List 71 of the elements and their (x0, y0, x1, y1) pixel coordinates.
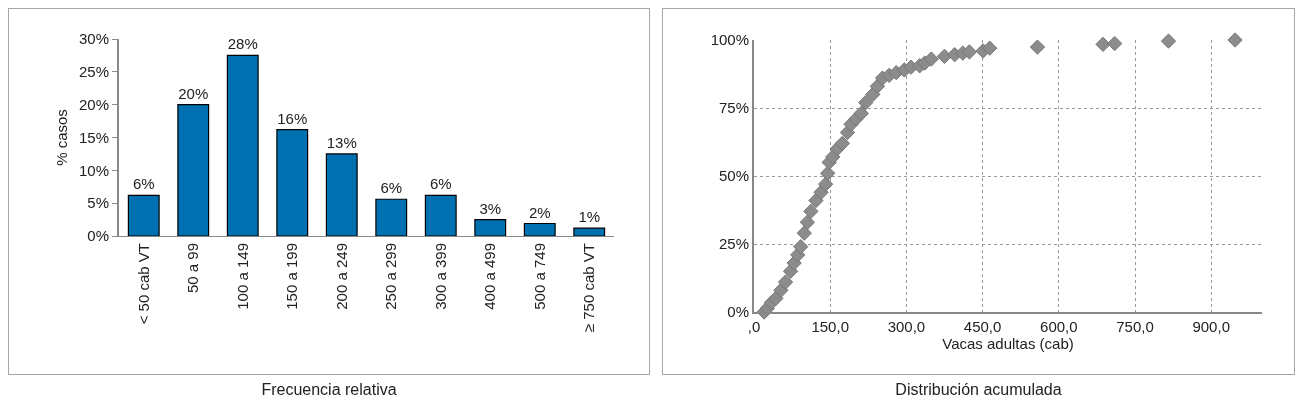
point (1160, 33, 1177, 49)
x-tick-label: 900,0 (1192, 318, 1230, 335)
data-label: 1% (578, 208, 601, 226)
y-tick-label: 0% (727, 303, 749, 321)
bar (127, 194, 160, 236)
data-label: 6% (429, 175, 452, 193)
x-tick-label: 50 a 99 (184, 243, 202, 294)
x-tick-label: 400 a 499 (481, 243, 499, 310)
x-tick-label: 200 a 249 (332, 243, 350, 310)
x-tick-label: 750,0 (1116, 318, 1154, 335)
x-axis-title: Vacas adultas (cab) (942, 335, 1074, 352)
y-tick-label: 30% (78, 30, 109, 48)
bar (424, 194, 457, 236)
y-tick-label: 25% (718, 235, 749, 253)
data-label: 2% (528, 203, 551, 221)
x-tick-label: 600,0 (1040, 318, 1078, 335)
point (858, 94, 874, 111)
point (793, 239, 809, 255)
point (834, 135, 851, 152)
bar (573, 227, 606, 236)
y-tick-label: 20% (78, 95, 109, 113)
x-tick-label: 500 a 749 (530, 243, 548, 310)
point (777, 274, 794, 290)
y-tick-label: 15% (78, 128, 109, 146)
point (1095, 36, 1111, 52)
point (923, 51, 939, 67)
x-tick-label: 300 a 399 (431, 243, 449, 310)
bar (325, 153, 358, 236)
data-label: 6% (132, 175, 155, 193)
point (853, 105, 869, 122)
point (1029, 39, 1046, 55)
point (796, 225, 812, 241)
x-tick-label: 250 a 299 (382, 243, 400, 310)
x-tick-label: 450,0 (963, 318, 1002, 335)
y-tick-label: 75% (718, 99, 749, 117)
y-tick-label: 100% (710, 31, 749, 49)
data-label: 13% (326, 133, 357, 151)
point (803, 203, 819, 220)
x-tick-label: 150,0 (811, 318, 849, 335)
bar (523, 222, 556, 236)
bar (474, 218, 507, 236)
y-tick-label: 25% (78, 63, 109, 81)
data-label: 6% (380, 179, 403, 197)
y-tick-label: 10% (78, 161, 109, 179)
data-label: 28% (227, 35, 258, 53)
text: Frecuencia relativa (260, 381, 398, 399)
bar (226, 54, 259, 236)
point (982, 40, 998, 56)
point (1227, 32, 1243, 48)
y-tick-label: 5% (87, 194, 109, 212)
point (820, 165, 836, 181)
bar (177, 104, 210, 236)
x-tick-label: 300,0 (887, 318, 926, 335)
x-tick-label: 150 a 199 (283, 243, 301, 310)
point (817, 176, 834, 192)
x-tick-label: ≥ 750 cab VT (580, 243, 598, 333)
y-tick-label: 0% (87, 227, 109, 245)
y-axis-title: % casos (52, 109, 70, 166)
point (961, 44, 978, 60)
y-tick-label: 50% (718, 167, 749, 185)
x-tick-label: ,0 (747, 318, 761, 335)
x-tick-label: 100 a 149 (233, 243, 251, 310)
point (1107, 35, 1123, 52)
text: Distribución acumulada (894, 381, 1063, 399)
bar (375, 198, 408, 236)
x-tick-label: < 50 cab VT (134, 243, 152, 325)
point (799, 214, 815, 230)
bar (276, 129, 309, 236)
data-label: 16% (277, 109, 308, 127)
data-label: 20% (178, 84, 209, 102)
data-label: 3% (479, 199, 502, 217)
